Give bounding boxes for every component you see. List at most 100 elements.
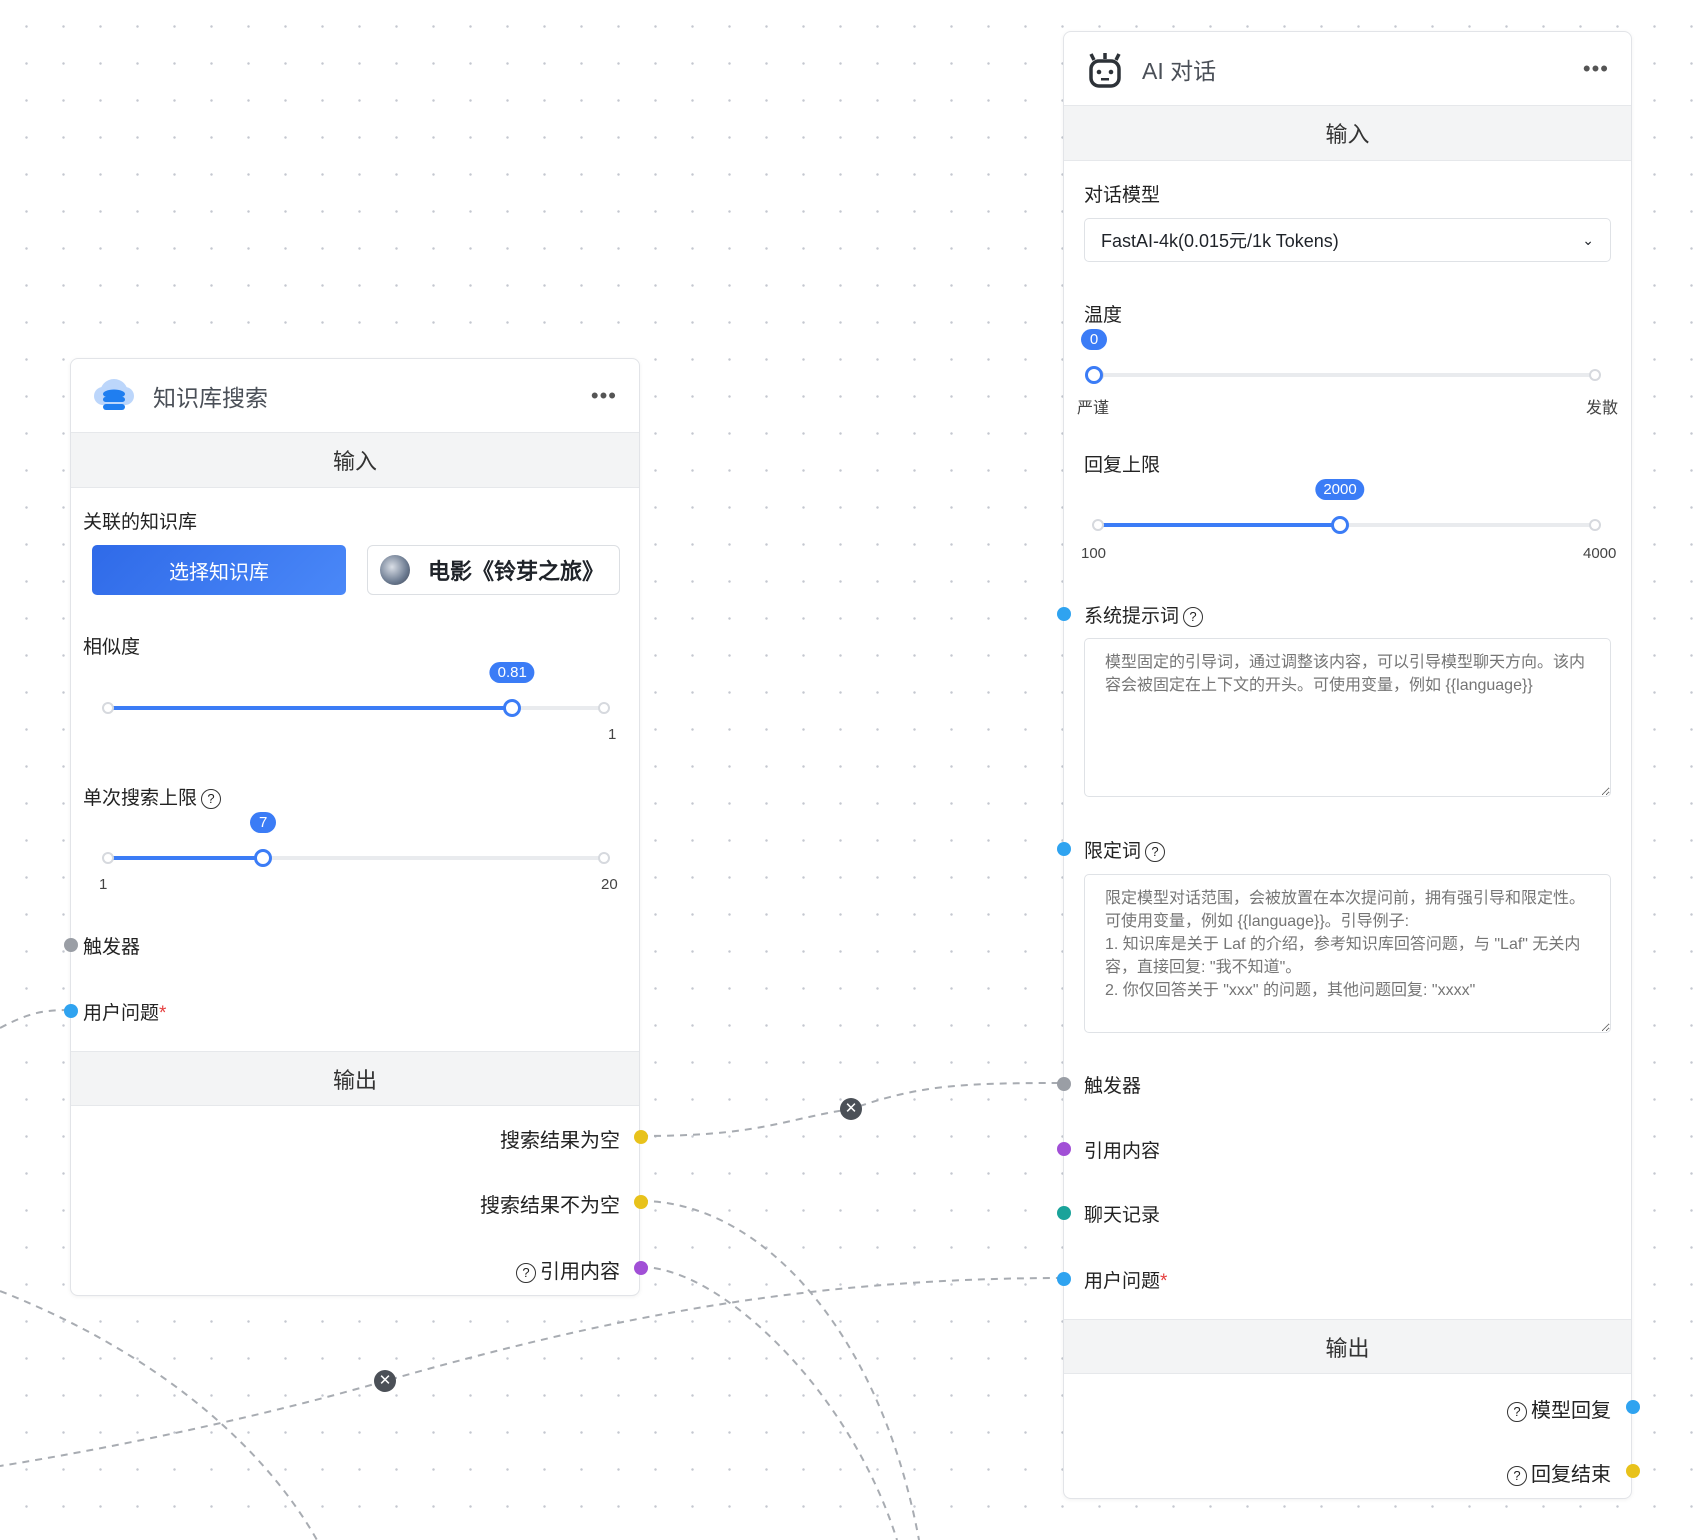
model-select-value: FastAI-4k(0.015元/1k Tokens) [1101, 231, 1339, 251]
max-tokens-label: 回复上限 [1084, 455, 1161, 476]
ai-chat-node[interactable]: AI 对话 ••• 输入 对话模型 FastAI-4k(0.015元/1k To… [1057, 31, 1640, 1499]
help-icon[interactable]: ? [1183, 606, 1204, 627]
user-question-handle[interactable] [1057, 1272, 1071, 1286]
trigger-handle[interactable] [1057, 1077, 1071, 1091]
help-icon[interactable]: ? [201, 788, 222, 809]
database-cloud-icon [94, 378, 134, 410]
limit-prompt-input[interactable] [1084, 874, 1611, 1033]
limit-prompt-handle[interactable] [1057, 842, 1071, 856]
limit-prompt-text: 限定词 [1084, 841, 1142, 862]
output-notempty-handle[interactable] [634, 1195, 648, 1209]
model-select[interactable]: FastAI-4k(0.015元/1k Tokens) ⌄ [1084, 218, 1611, 262]
delete-edge-button[interactable]: ✕ [374, 1370, 396, 1392]
search-limit-slider[interactable]: 7 [102, 812, 610, 867]
slider-max-mark [598, 702, 610, 714]
slider-value-bubble: 0 [1081, 329, 1107, 350]
model-label: 对话模型 [1084, 185, 1161, 206]
robot-icon [1089, 52, 1121, 88]
input-section-header: 输入 [1064, 106, 1631, 161]
edge-user-question-ai[interactable] [0, 1277, 1064, 1467]
output-answer-label: ? 模型回复 [1503, 1394, 1611, 1423]
slider-value-bubble: 7 [250, 812, 277, 833]
slider-fill [104, 856, 264, 860]
help-icon[interactable]: ? [1507, 1401, 1527, 1422]
output-empty-label: 搜索结果为空 [500, 1130, 620, 1152]
edge-offscreen-1[interactable] [0, 1290, 318, 1540]
edge-notempty[interactable] [640, 1200, 920, 1540]
required-mark: * [1160, 1271, 1168, 1292]
edge-quote[interactable] [640, 1266, 898, 1540]
more-menu-icon[interactable]: ••• [1582, 55, 1609, 81]
node-title: 知识库搜索 [153, 384, 268, 411]
output-quote-handle[interactable] [634, 1261, 648, 1275]
history-label: 聊天记录 [1084, 1205, 1161, 1226]
temperature-max-label: 发散 [1586, 400, 1619, 417]
user-question-handle[interactable] [64, 1004, 78, 1018]
history-handle[interactable] [1057, 1206, 1071, 1220]
trigger-label: 触发器 [1084, 1076, 1142, 1097]
output-quote-label: ? 引用内容 [512, 1255, 620, 1284]
search-limit-label: 单次搜索上限? [83, 783, 222, 810]
user-question-text: 用户问题 [1084, 1271, 1161, 1292]
similarity-max-label: 1 [608, 726, 617, 743]
max-tokens-max-label: 4000 [1583, 545, 1617, 562]
system-prompt-handle[interactable] [1057, 607, 1071, 621]
slider-min-mark [102, 852, 114, 864]
slider-fill [1094, 523, 1341, 527]
slider-value-bubble: 2000 [1315, 479, 1365, 500]
system-prompt-label: 系统提示词? [1084, 601, 1204, 628]
delete-edge-button[interactable]: ✕ [840, 1098, 862, 1120]
search-limit-text: 单次搜索上限 [83, 788, 198, 809]
kb-avatar [380, 555, 410, 585]
system-prompt-input[interactable] [1084, 638, 1611, 797]
help-icon[interactable]: ? [1145, 841, 1166, 862]
slider-thumb[interactable] [1331, 516, 1350, 534]
user-question-label: 用户问题* [1084, 1266, 1167, 1293]
kb-label: 关联的知识库 [83, 512, 198, 533]
node-header[interactable]: AI 对话 ••• [1064, 32, 1631, 106]
slider-thumb[interactable] [503, 699, 522, 717]
quote-label: 引用内容 [1084, 1141, 1161, 1162]
output-finish-text: 回复结束 [1531, 1464, 1611, 1486]
output-answer-handle[interactable] [1626, 1400, 1640, 1414]
output-finish-handle[interactable] [1626, 1464, 1640, 1478]
slider-min-mark [102, 702, 114, 714]
node-header[interactable]: 知识库搜索 ••• [71, 359, 639, 433]
required-mark: * [159, 1003, 167, 1024]
node-title: AI 对话 [1142, 57, 1217, 84]
trigger-label: 触发器 [83, 937, 141, 958]
output-answer-text: 模型回复 [1531, 1400, 1611, 1422]
max-tokens-slider[interactable]: 2000 [1092, 479, 1601, 534]
user-question-text: 用户问题 [83, 1003, 160, 1024]
selected-kb-chip[interactable]: 电影《铃芽之旅》 [367, 545, 620, 595]
temperature-slider[interactable]: 0 [1081, 329, 1601, 384]
output-section-header: 输出 [1064, 1319, 1631, 1374]
output-finish-label: ? 回复结束 [1503, 1458, 1611, 1487]
kb-search-node[interactable]: 知识库搜索 ••• 输入 关联的知识库 选择知识库 电影《铃芽之旅》 相似度 0… [64, 358, 648, 1296]
input-section-header: 输入 [71, 433, 639, 488]
limit-prompt-label: 限定词? [1084, 836, 1166, 863]
slider-thumb[interactable] [1085, 366, 1103, 384]
trigger-handle[interactable] [64, 938, 78, 952]
help-icon[interactable]: ? [516, 1262, 536, 1283]
slider-min-mark [1092, 519, 1104, 531]
slider-value-bubble: 0.81 [489, 662, 535, 683]
slider-max-mark [1589, 369, 1601, 381]
slider-max-mark [598, 852, 610, 864]
limit-min-label: 1 [99, 876, 108, 893]
quote-handle[interactable] [1057, 1142, 1071, 1156]
output-empty-handle[interactable] [634, 1130, 648, 1144]
help-icon[interactable]: ? [1507, 1465, 1527, 1486]
system-prompt-text: 系统提示词 [1084, 606, 1180, 627]
temperature-min-label: 严谨 [1077, 400, 1110, 417]
user-question-label: 用户问题* [83, 998, 166, 1025]
slider-thumb[interactable] [254, 849, 273, 867]
select-kb-button[interactable]: 选择知识库 [92, 545, 346, 595]
slider-fill [104, 706, 513, 710]
output-quote-text: 引用内容 [540, 1261, 620, 1283]
edge-user-question-kb[interactable] [0, 1009, 71, 1029]
similarity-slider[interactable]: 0.81 [102, 662, 610, 717]
more-menu-icon[interactable]: ••• [590, 382, 617, 408]
similarity-label: 相似度 [83, 637, 141, 658]
slider-max-mark [1589, 519, 1601, 531]
